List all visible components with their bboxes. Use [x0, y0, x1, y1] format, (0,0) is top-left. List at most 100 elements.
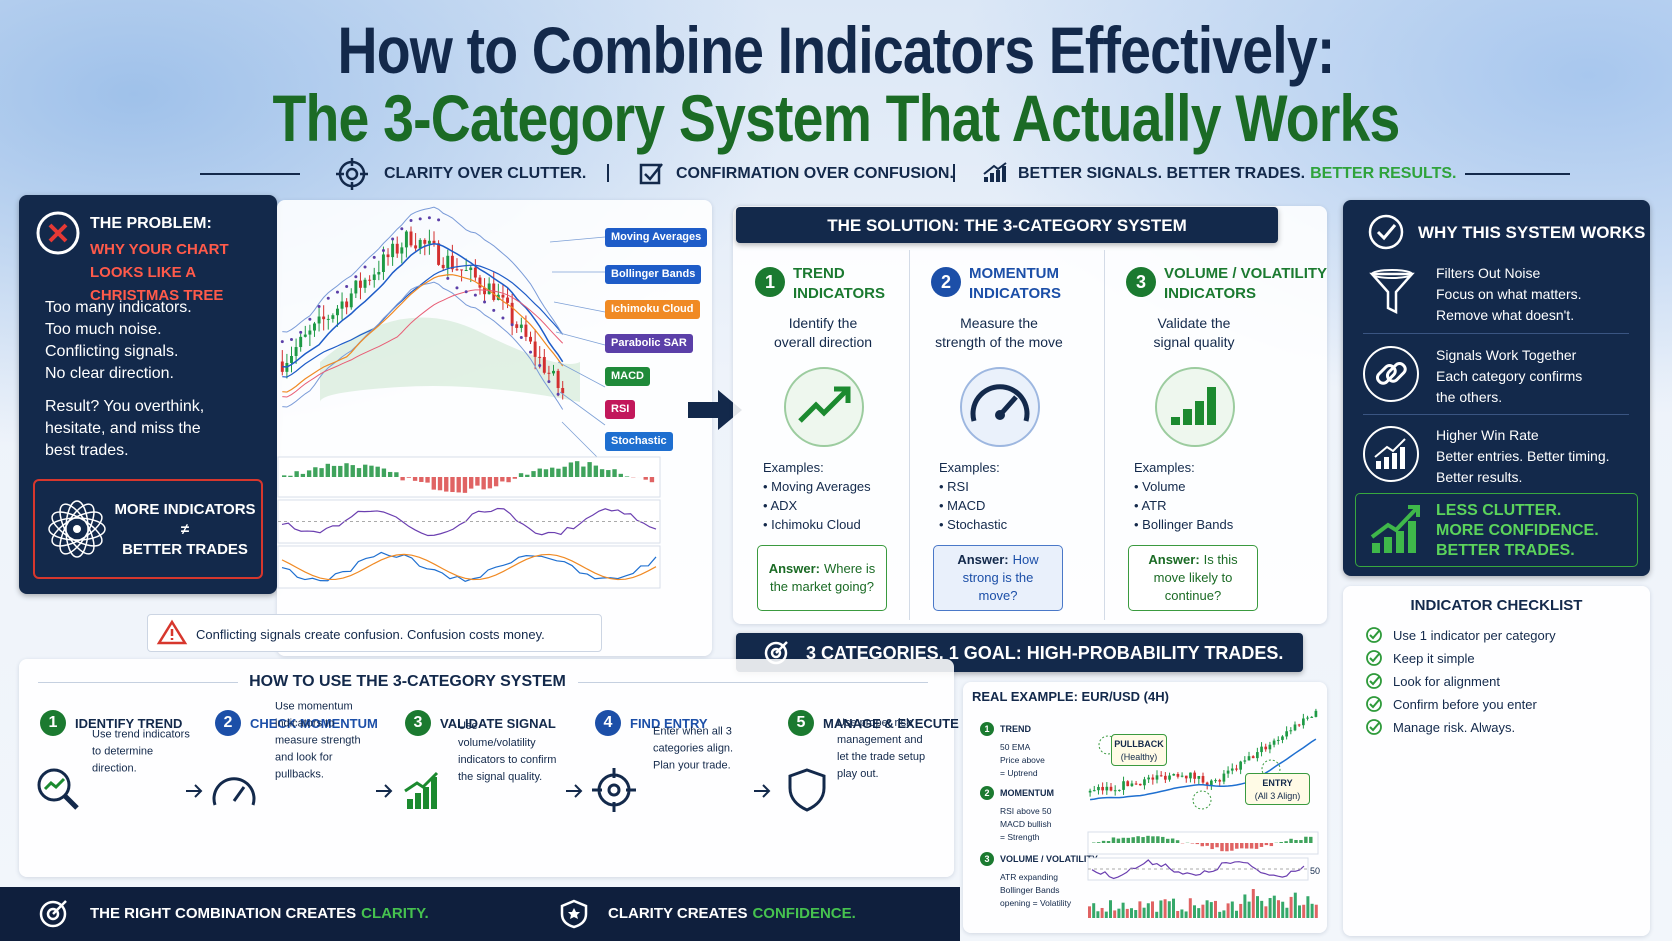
decoration [317, 304, 321, 308]
decoration [519, 335, 523, 339]
decoration [1314, 710, 1318, 717]
example-step-number: 2 [980, 786, 994, 800]
decoration [464, 270, 468, 272]
decoration [1170, 838, 1175, 843]
description-line: Measure the [960, 315, 1038, 331]
why-item-line: Focus on what matters. [1436, 286, 1582, 302]
tagline-text: BETTER SIGNALS. BETTER TRADES. [1018, 165, 1306, 182]
callout-line: MORE INDICATORS [114, 501, 256, 518]
divider [1363, 333, 1629, 334]
decoration [1293, 892, 1297, 918]
decoration [1284, 841, 1288, 843]
decoration [1096, 842, 1101, 843]
decoration [1310, 903, 1314, 918]
decoration [386, 254, 390, 258]
decoration [1247, 901, 1251, 918]
tagline: BETTER SIGNALS. BETTER TRADES. BETTER RES… [1018, 165, 1457, 183]
decoration [1240, 843, 1244, 849]
decoration [1146, 903, 1150, 918]
decoration [1111, 837, 1116, 843]
macd-panel [277, 456, 661, 498]
decoration [437, 218, 441, 222]
decoration [525, 474, 530, 477]
decoration [1369, 699, 1380, 709]
decoration [1256, 896, 1259, 918]
cluttered-chart [280, 206, 606, 466]
divider [1104, 250, 1105, 620]
example-volume [1088, 888, 1318, 918]
callout-line: PULLBACK [1114, 739, 1164, 749]
examples: Examples: • Volume • ATR • Bollinger Bands [1134, 458, 1233, 534]
example-step-text: 50 EMA Price above = Uptrend [1000, 741, 1045, 780]
category-description: Measure the strength of the move [913, 314, 1085, 352]
decoration [1256, 752, 1259, 759]
example-macd [1087, 831, 1319, 855]
callout-line: (Healthy) [1120, 752, 1158, 762]
decoration [1222, 910, 1226, 918]
decoration [1201, 776, 1205, 783]
decoration [1363, 426, 1419, 482]
decoration [1121, 837, 1126, 843]
decoration [483, 300, 487, 304]
step-name: CHECK MOMENTUM [250, 716, 378, 731]
callout-line: BETTER TRADES [122, 541, 248, 558]
decoration [1197, 908, 1201, 918]
decoration [1147, 777, 1150, 780]
decoration [1226, 770, 1230, 774]
decoration [538, 363, 542, 367]
why-panel [1343, 200, 1650, 576]
decoration [556, 370, 560, 389]
decoration [533, 341, 537, 357]
decoration [519, 324, 523, 328]
decoration [1369, 653, 1380, 663]
decoration [1175, 840, 1180, 843]
decoration [1172, 898, 1175, 918]
decoration [1254, 843, 1259, 849]
example-step-text: RSI above 50 MACD bullish = Strength [1000, 805, 1052, 844]
step-icon [212, 777, 256, 806]
decoration [1155, 911, 1159, 918]
category-description: Identify the overall direction [737, 314, 909, 352]
decoration [212, 777, 256, 806]
decoration [1195, 843, 1200, 845]
decoration [566, 784, 583, 798]
decoration [363, 279, 367, 288]
decoration [423, 239, 427, 244]
why-title: WHY THIS SYSTEM WORKS [1418, 223, 1646, 242]
decoration [1109, 786, 1113, 791]
decoration [1385, 361, 1407, 383]
decoration [1136, 836, 1140, 843]
decoration [1088, 790, 1092, 793]
example-text: ADX [770, 498, 798, 513]
example-text: MACD [947, 498, 986, 513]
decoration [51, 511, 103, 547]
example-text: RSI [947, 479, 969, 494]
decoration [455, 286, 459, 290]
decoration [1105, 786, 1109, 791]
example-item: • Bollinger Bands [1134, 517, 1234, 532]
why-item: Signals Work Together Each category confi… [1436, 345, 1582, 408]
decoration [381, 248, 385, 252]
answer-box: Answer: How strong is the move? [933, 545, 1063, 611]
decoration [1366, 650, 1382, 666]
decoration [1104, 911, 1108, 918]
decoration [1209, 902, 1213, 918]
decoration [37, 768, 71, 802]
title-line1: How to Combine Indicators Effectively: [337, 13, 1336, 87]
decoration [335, 308, 339, 316]
decoration [456, 477, 461, 493]
decoration [506, 297, 510, 303]
decoration [1218, 911, 1222, 918]
decoration [574, 461, 580, 477]
decoration [294, 471, 299, 477]
decoration [308, 317, 312, 321]
decoration [639, 163, 661, 185]
decoration [322, 316, 326, 320]
decoration [556, 468, 561, 477]
decoration [372, 274, 376, 281]
decoration [394, 472, 399, 477]
decoration [1151, 836, 1155, 843]
decoration [412, 477, 418, 481]
decoration [1141, 837, 1145, 843]
indicator-label: RSI [605, 400, 636, 419]
